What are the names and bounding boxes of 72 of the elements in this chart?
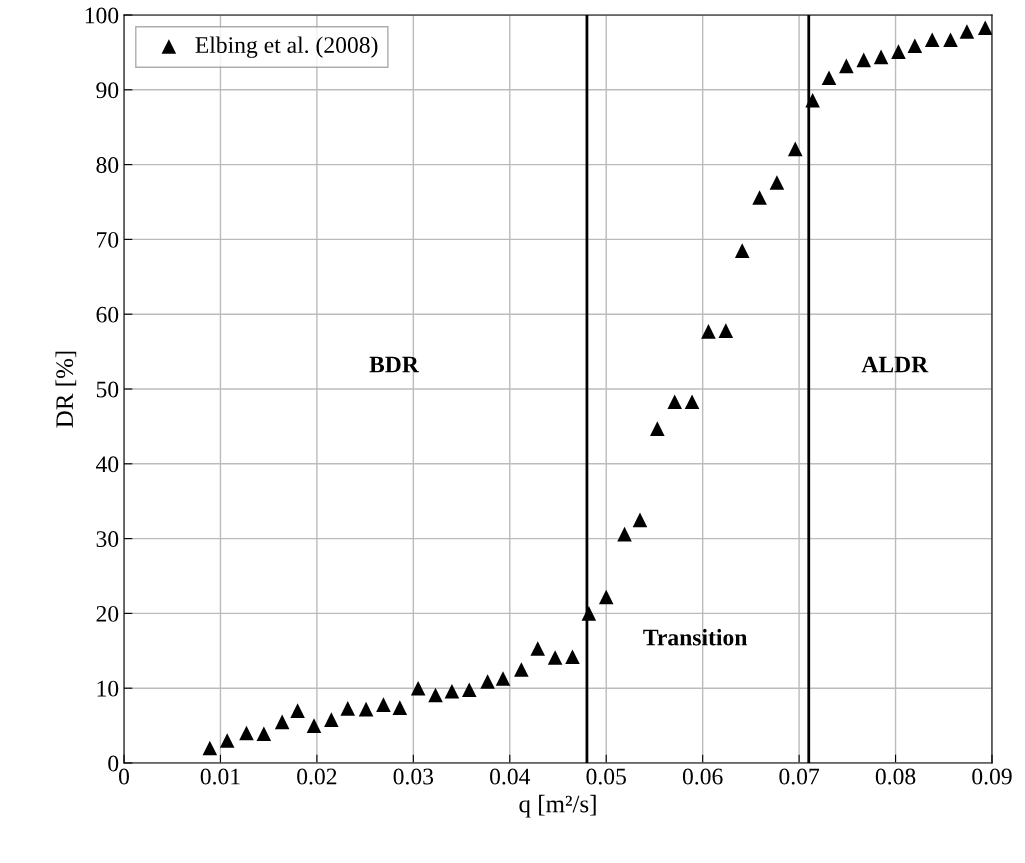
x-tick-label: 0.01 [200,768,240,785]
point [514,662,529,677]
point [839,58,854,74]
y-tick-label: 50 [96,381,119,398]
point [734,243,750,258]
point [924,32,940,47]
point [480,674,495,689]
point [547,650,563,665]
y-tick-label: 90 [96,82,119,99]
legend-label: Elbing et al. (2008) [195,36,378,58]
point [873,49,889,65]
point [274,714,290,730]
y-tick-label: 70 [97,231,119,248]
x-tick-label: 0.02 [297,768,337,785]
point [530,641,546,656]
point [752,190,767,205]
annotation: Transition [643,628,748,646]
x-tick-label: 0.05 [586,768,626,785]
point [340,701,356,716]
x-axis-title: q [m²/s] [519,794,596,818]
point [495,671,511,686]
y-tick-label: 0 [108,755,119,772]
annotation: BDR [369,356,420,373]
point [718,323,734,338]
point [306,718,322,733]
point [410,680,426,696]
y-tick-label: 60 [96,306,119,323]
point [461,682,477,697]
point [256,726,272,742]
point [891,44,906,59]
point [219,733,235,748]
point [598,589,614,605]
point [769,175,785,190]
point [667,394,682,409]
point [324,712,339,727]
point [856,52,872,68]
x-tick-label: 0.06 [682,768,723,785]
point [376,697,391,712]
point [821,70,837,86]
point [239,725,254,741]
y-tick-label: 20 [96,605,119,622]
y-tick-label: 30 [96,531,119,548]
x-tick-label: 0.08 [875,768,916,785]
point [959,24,975,39]
point [617,526,632,542]
point [428,687,443,703]
x-tick-label: 0.03 [393,768,434,785]
point [907,38,923,53]
y-tick-label: 100 [85,7,119,24]
point [650,421,665,436]
point [684,394,700,409]
point [358,701,374,717]
point [805,92,820,108]
point [701,324,716,339]
point [581,606,597,621]
point [943,32,958,47]
x-tick-label: 0.04 [490,768,531,785]
point [444,683,460,699]
point [392,700,408,715]
point [632,512,648,528]
point [977,20,992,35]
x-tick-label: 0.09 [972,768,1012,785]
point [787,141,803,157]
point [565,649,580,665]
y-tick-label: 10 [97,680,119,697]
y-tick-label: 80 [96,157,119,174]
y-tick-label: 40 [95,456,119,473]
y-axis-title: DR [%] [55,351,77,428]
annotation: ALDR [861,356,929,373]
x-tick-label: 0.07 [779,768,820,785]
point [202,740,218,756]
point [290,703,305,718]
